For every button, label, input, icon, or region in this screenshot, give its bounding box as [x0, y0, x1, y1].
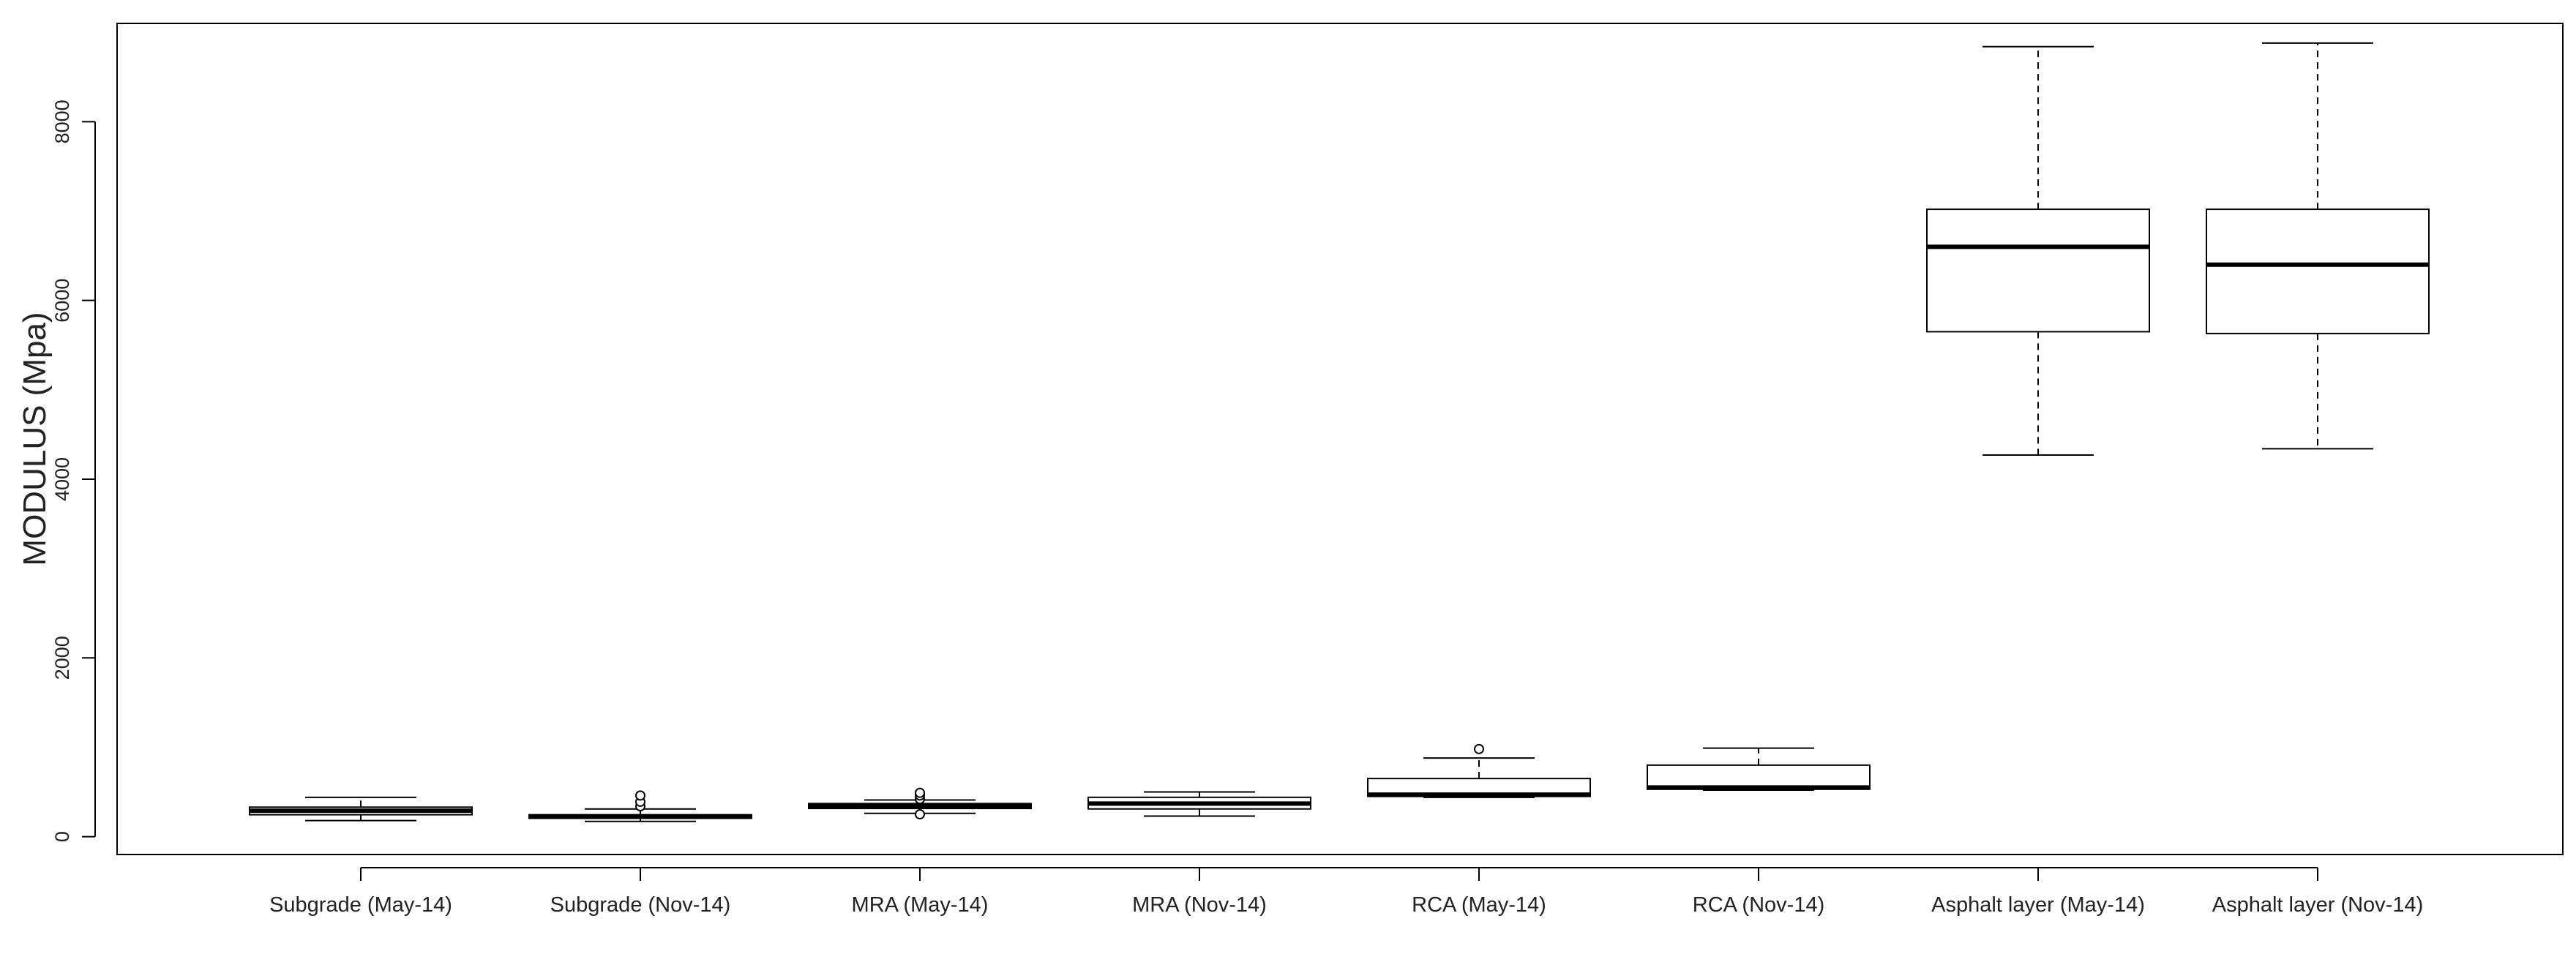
box-7	[1926, 45, 2150, 456]
interquartile-box	[2206, 209, 2430, 334]
y-tick-label: 2000	[51, 636, 73, 680]
box-6	[1647, 747, 1871, 792]
box-8	[2206, 42, 2430, 450]
x-tick-label: RCA (Nov-14)	[1693, 893, 1825, 917]
box-1	[249, 796, 473, 822]
x-tick-label: MRA (May-14)	[852, 893, 989, 917]
y-tick-label: 8000	[51, 99, 73, 143]
y-axis: 0 2000 4000 6000 8000	[51, 99, 96, 842]
x-axis: Subgrade (May-14) Subgrade (Nov-14) MRA (M…	[269, 867, 2424, 917]
y-tick-label: 6000	[51, 279, 73, 323]
box-group	[249, 42, 2430, 822]
interquartile-box	[1926, 209, 2150, 333]
x-tick-label: Subgrade (Nov-14)	[550, 893, 731, 917]
box-4	[1087, 791, 1311, 817]
x-tick-label: RCA (May-14)	[1412, 893, 1546, 917]
interquartile-box	[1647, 764, 1871, 790]
y-tick-label: 0	[51, 831, 73, 842]
box-5	[1367, 743, 1591, 798]
box-3	[808, 787, 1032, 820]
outlier-point	[915, 787, 925, 798]
x-tick-label: Asphalt layer (Nov-14)	[2212, 893, 2424, 917]
outlier-point	[635, 790, 645, 801]
outlier-point	[1474, 743, 1484, 754]
x-tick-label: MRA (Nov-14)	[1132, 893, 1267, 917]
plot-frame	[116, 23, 2564, 855]
y-tick-label: 4000	[51, 457, 73, 501]
y-axis-label: MODULUS (Mpa)	[17, 312, 53, 566]
outlier-point	[915, 809, 925, 820]
x-tick-label: Asphalt layer (May-14)	[1931, 893, 2145, 917]
x-tick-label: Subgrade (May-14)	[269, 893, 452, 917]
box-2	[528, 790, 752, 822]
